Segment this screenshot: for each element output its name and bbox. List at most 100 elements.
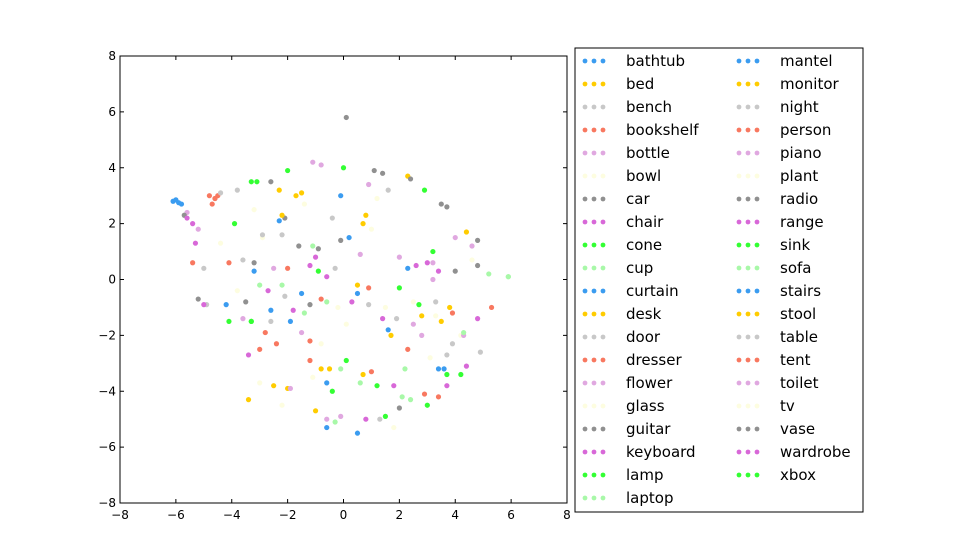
point-toilet bbox=[396, 254, 402, 260]
point-laptop bbox=[338, 366, 344, 372]
point-range bbox=[201, 302, 207, 308]
legend-marker-mantel bbox=[736, 58, 742, 64]
legend-marker-cone bbox=[600, 242, 606, 248]
point-glass bbox=[257, 380, 263, 386]
point-chair bbox=[190, 221, 196, 227]
point-tv bbox=[343, 321, 349, 327]
legend-marker-piano bbox=[745, 150, 751, 156]
point-piano bbox=[366, 181, 372, 188]
point-bathtub bbox=[251, 268, 257, 274]
point-curtain bbox=[276, 218, 282, 224]
point-dresser bbox=[209, 201, 215, 207]
point-xbox bbox=[226, 318, 232, 325]
legend-marker-radio bbox=[745, 196, 751, 202]
legend-marker-chair bbox=[591, 219, 597, 225]
legend-marker-laptop bbox=[582, 495, 588, 501]
point-stairs bbox=[287, 318, 294, 325]
legend-marker-stairs bbox=[754, 288, 760, 294]
point-bookshelf bbox=[190, 260, 196, 266]
legend-marker-mantel bbox=[754, 58, 760, 64]
point-laptop bbox=[486, 271, 492, 277]
legend-marker-door bbox=[591, 334, 597, 340]
legend-marker-bench bbox=[591, 104, 597, 110]
legend-marker-bowl bbox=[591, 173, 597, 179]
legend-label-plant: plant bbox=[780, 167, 818, 185]
point-cup bbox=[257, 282, 263, 288]
point-lamp bbox=[374, 383, 380, 389]
point-person bbox=[318, 296, 324, 302]
point-bookshelf bbox=[206, 193, 212, 199]
point-bench bbox=[201, 265, 207, 271]
legend-marker-vase bbox=[736, 426, 742, 432]
legend-marker-toilet bbox=[745, 380, 751, 386]
point-wardrobe bbox=[380, 316, 386, 322]
point-stool bbox=[279, 212, 285, 218]
point-bowl bbox=[391, 424, 397, 431]
point-desk bbox=[360, 371, 366, 378]
legend-marker-bed bbox=[591, 81, 597, 87]
point-wardrobe bbox=[265, 288, 271, 294]
point-bowl bbox=[374, 195, 380, 202]
point-cone bbox=[285, 167, 291, 174]
point-curtain bbox=[346, 234, 352, 241]
point-mantel bbox=[173, 197, 179, 203]
point-car bbox=[475, 237, 481, 243]
point-cup bbox=[324, 299, 330, 305]
legend-marker-bottle bbox=[600, 150, 606, 156]
point-door bbox=[366, 302, 372, 308]
point-night bbox=[332, 265, 338, 271]
legend-marker-bookshelf bbox=[591, 127, 597, 133]
legend-marker-mantel bbox=[745, 58, 751, 64]
point-wardrobe bbox=[349, 299, 355, 305]
point-range bbox=[435, 268, 442, 274]
point-keyboard bbox=[324, 274, 330, 280]
legend-marker-dresser bbox=[591, 357, 597, 363]
point-piano bbox=[271, 265, 277, 271]
point-table bbox=[433, 299, 439, 305]
point-bottle bbox=[419, 332, 425, 338]
y-tick-label: 6 bbox=[108, 105, 116, 119]
point-flower bbox=[410, 321, 416, 327]
point-table bbox=[329, 215, 335, 221]
legend-box bbox=[574, 47, 864, 513]
x-tick-label: −2 bbox=[279, 508, 297, 522]
point-keyboard bbox=[363, 416, 369, 422]
legend-marker-flower bbox=[600, 380, 606, 386]
legend-marker-table bbox=[745, 334, 751, 340]
legend-label-toilet: toilet bbox=[780, 374, 819, 392]
point-laptop bbox=[279, 282, 285, 288]
point-guitar bbox=[307, 302, 313, 308]
point-tent bbox=[366, 285, 372, 291]
point-curtain bbox=[435, 366, 442, 372]
point-vase bbox=[396, 405, 402, 411]
legend-marker-keyboard bbox=[600, 449, 606, 455]
point-table bbox=[393, 316, 400, 322]
y-tick-label: 2 bbox=[108, 217, 116, 231]
point-person bbox=[307, 357, 313, 364]
point-tent bbox=[226, 260, 232, 266]
point-dresser bbox=[488, 304, 495, 311]
legend-label-curtain: curtain bbox=[626, 282, 679, 300]
point-xbox bbox=[430, 248, 436, 255]
legend-marker-lamp bbox=[582, 472, 588, 478]
point-lamp bbox=[329, 388, 335, 394]
legend-marker-bookshelf bbox=[582, 127, 588, 133]
legend-label-bench: bench bbox=[626, 98, 672, 116]
point-tv bbox=[368, 226, 375, 232]
legend-marker-toilet bbox=[754, 380, 760, 386]
point-monitor bbox=[354, 282, 361, 288]
y-tick-label: −6 bbox=[98, 440, 116, 454]
point-toilet bbox=[430, 260, 436, 266]
x-tick-label: −8 bbox=[111, 508, 129, 522]
point-sink bbox=[248, 318, 254, 325]
legend-marker-cone bbox=[582, 242, 588, 248]
point-chair bbox=[192, 240, 199, 246]
legend-marker-bowl bbox=[582, 173, 588, 179]
point-mantel bbox=[338, 193, 344, 199]
legend-marker-lamp bbox=[591, 472, 597, 478]
legend-marker-guitar bbox=[591, 426, 597, 432]
legend-marker-door bbox=[582, 334, 588, 340]
legend-label-lamp: lamp bbox=[626, 466, 664, 484]
legend-marker-car bbox=[582, 196, 588, 202]
